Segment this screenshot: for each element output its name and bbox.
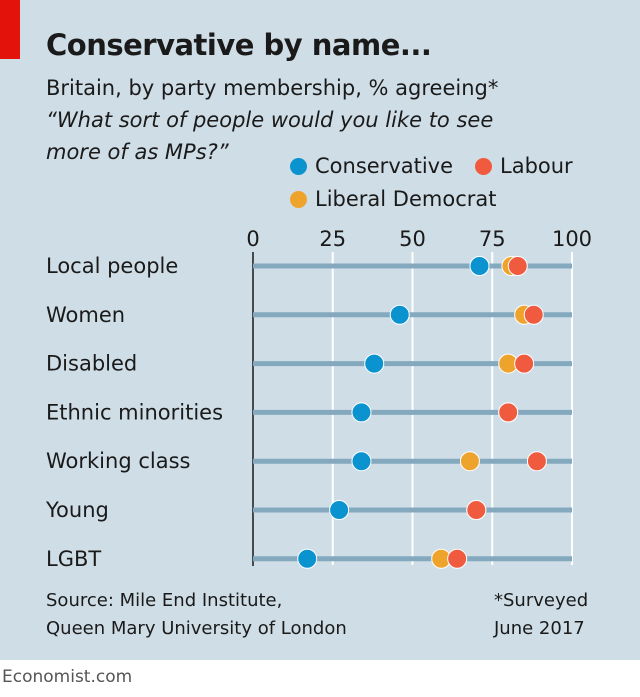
chart-subtitle: Britain, by party membership, % agreeing… <box>46 76 499 100</box>
dot-conservative <box>329 500 350 520</box>
row-label: Disabled <box>46 352 137 376</box>
legend-label: Conservative <box>315 154 454 178</box>
row-label: Young <box>45 498 109 522</box>
row-label: Ethnic minorities <box>46 400 223 424</box>
dot-liberal-democrat <box>459 451 480 472</box>
legend-swatch-libdem <box>290 190 307 208</box>
chart-title: Conservative by name... <box>46 28 432 62</box>
note-line-1: *Surveyed <box>494 590 589 611</box>
dot-labour <box>526 451 547 472</box>
legend-swatch-conservative <box>290 157 307 175</box>
dot-conservative <box>351 451 372 472</box>
chart-card <box>0 0 640 660</box>
x-tick-label: 50 <box>399 227 426 251</box>
source-line-1: Source: Mile End Institute, <box>46 590 283 611</box>
dot-conservative <box>351 402 372 423</box>
dot-plot: 0 25 50 75 100 Local people Women Disabled Ethni… <box>45 227 592 571</box>
source-line-2: Queen Mary University of London <box>46 618 347 639</box>
dot-labour <box>466 500 487 520</box>
dot-labour <box>514 353 535 374</box>
dot-conservative <box>297 548 318 569</box>
x-tick-label: 100 <box>552 227 592 251</box>
legend-label: Labour <box>500 154 573 178</box>
x-tick-label: 0 <box>246 227 259 251</box>
x-tick-label: 25 <box>319 227 346 251</box>
legend-label: Liberal Democrat <box>315 187 497 211</box>
row-label: Women <box>46 303 125 327</box>
legend-swatch-labour <box>475 157 492 175</box>
dot-conservative <box>389 304 410 325</box>
x-tick-label: 75 <box>479 227 506 251</box>
question-line-2: more of as MPs?” <box>46 140 229 164</box>
row-label: Local people <box>46 254 178 278</box>
row-label: LGBT <box>46 547 101 571</box>
dot-labour <box>507 256 528 276</box>
note-line-2: June 2017 <box>494 618 585 639</box>
dot-labour <box>523 304 544 325</box>
dot-labour <box>498 402 519 423</box>
legend-conservative: Conservative <box>290 154 453 178</box>
question-line-1: “What sort of people would you like to s… <box>46 108 494 132</box>
legend-libdem: Liberal Democrat <box>290 187 496 211</box>
brand-red-tag <box>0 0 20 59</box>
dot-conservative <box>469 256 490 276</box>
legend-labour: Labour <box>475 154 573 178</box>
dot-labour <box>447 548 468 569</box>
dot-conservative <box>364 353 385 374</box>
brand-footer: Economist.com <box>2 667 133 687</box>
row-label: Working class <box>46 449 190 473</box>
